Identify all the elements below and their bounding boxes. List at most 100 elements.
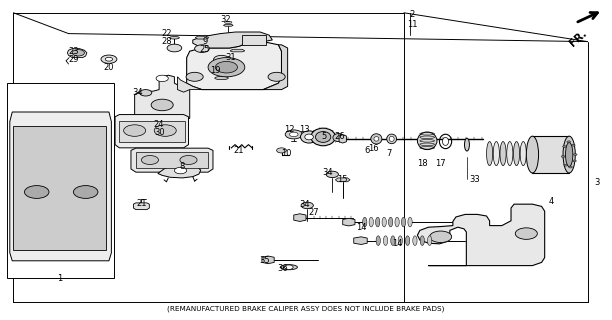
Polygon shape: [115, 115, 188, 148]
Ellipse shape: [465, 138, 469, 151]
Ellipse shape: [567, 141, 570, 143]
Polygon shape: [177, 77, 202, 92]
Ellipse shape: [225, 21, 232, 24]
Polygon shape: [158, 164, 201, 178]
Text: 34: 34: [132, 88, 143, 97]
Ellipse shape: [280, 265, 297, 270]
Circle shape: [180, 156, 197, 164]
Text: 6: 6: [365, 146, 370, 155]
Ellipse shape: [398, 236, 402, 245]
Polygon shape: [133, 203, 149, 210]
Circle shape: [515, 228, 537, 239]
Polygon shape: [354, 237, 367, 244]
Polygon shape: [67, 49, 87, 58]
Ellipse shape: [427, 236, 431, 245]
Bar: [532, 136, 569, 173]
Polygon shape: [10, 112, 111, 261]
Text: 36: 36: [277, 264, 288, 273]
Bar: [13, 126, 106, 250]
Text: 21: 21: [136, 199, 147, 208]
Ellipse shape: [311, 128, 335, 146]
Circle shape: [285, 130, 302, 139]
Text: 24: 24: [154, 120, 165, 129]
Ellipse shape: [487, 141, 493, 166]
Ellipse shape: [500, 141, 506, 166]
Text: 34: 34: [323, 168, 334, 177]
Polygon shape: [417, 204, 545, 266]
Circle shape: [277, 148, 286, 153]
Text: 17: 17: [435, 159, 446, 168]
Circle shape: [215, 61, 237, 73]
Polygon shape: [335, 178, 350, 182]
Ellipse shape: [215, 76, 228, 80]
Ellipse shape: [374, 137, 379, 141]
Circle shape: [174, 167, 187, 174]
Circle shape: [124, 125, 146, 136]
Ellipse shape: [442, 138, 449, 145]
Polygon shape: [223, 24, 233, 26]
Text: 16: 16: [368, 144, 379, 153]
Text: 14: 14: [392, 239, 403, 248]
Text: 18: 18: [417, 159, 428, 168]
Text: 27: 27: [308, 208, 319, 217]
Circle shape: [101, 55, 117, 63]
Ellipse shape: [405, 236, 409, 245]
Ellipse shape: [526, 136, 539, 173]
Ellipse shape: [561, 156, 565, 157]
Ellipse shape: [493, 141, 499, 166]
Ellipse shape: [376, 236, 380, 245]
Ellipse shape: [369, 217, 373, 227]
Ellipse shape: [513, 141, 520, 166]
Text: 1: 1: [58, 274, 62, 283]
Ellipse shape: [573, 160, 577, 162]
Circle shape: [24, 186, 49, 198]
Text: 22: 22: [161, 29, 172, 38]
Ellipse shape: [572, 144, 575, 146]
Text: 20: 20: [103, 63, 114, 72]
Text: 33: 33: [469, 175, 480, 184]
Text: 21: 21: [233, 146, 244, 155]
Bar: [136, 152, 208, 168]
Polygon shape: [230, 49, 245, 52]
Circle shape: [72, 50, 84, 56]
Ellipse shape: [408, 217, 412, 227]
Ellipse shape: [376, 217, 380, 227]
Circle shape: [268, 72, 285, 81]
Ellipse shape: [565, 143, 573, 167]
Polygon shape: [195, 36, 209, 39]
Text: 19: 19: [210, 66, 221, 75]
Text: 14: 14: [356, 223, 367, 232]
Circle shape: [301, 202, 313, 209]
Circle shape: [214, 55, 230, 64]
Circle shape: [156, 75, 168, 82]
Ellipse shape: [371, 134, 382, 144]
Text: 28: 28: [161, 37, 172, 46]
Ellipse shape: [333, 134, 344, 142]
Ellipse shape: [564, 164, 567, 166]
Ellipse shape: [383, 236, 388, 245]
Text: 13: 13: [299, 125, 310, 134]
Circle shape: [289, 132, 298, 137]
Ellipse shape: [573, 154, 577, 156]
Ellipse shape: [412, 236, 417, 245]
Ellipse shape: [170, 36, 179, 39]
Bar: [7, 83, 114, 278]
Ellipse shape: [507, 141, 513, 166]
Circle shape: [154, 125, 176, 136]
Text: 4: 4: [548, 197, 553, 206]
Circle shape: [105, 57, 113, 61]
Ellipse shape: [420, 236, 425, 245]
Text: 3: 3: [594, 178, 599, 187]
Text: 23: 23: [68, 47, 79, 56]
Ellipse shape: [387, 134, 397, 144]
Ellipse shape: [569, 166, 572, 168]
Text: 7: 7: [386, 149, 391, 158]
Polygon shape: [294, 214, 306, 221]
Ellipse shape: [300, 131, 318, 143]
Polygon shape: [339, 135, 346, 143]
Ellipse shape: [390, 236, 395, 245]
Polygon shape: [193, 32, 272, 48]
Ellipse shape: [382, 217, 386, 227]
Text: 10: 10: [281, 149, 292, 158]
Circle shape: [195, 45, 209, 52]
